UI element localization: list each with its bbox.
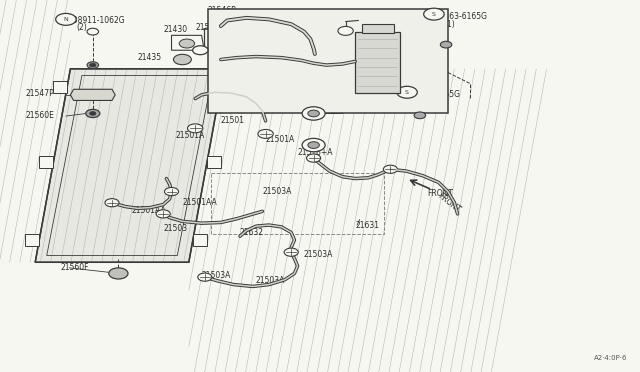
Circle shape: [193, 46, 208, 55]
Circle shape: [424, 8, 444, 20]
Circle shape: [188, 124, 203, 133]
Text: 21631: 21631: [355, 221, 380, 230]
Text: 21503A: 21503A: [304, 250, 333, 259]
Circle shape: [164, 187, 179, 196]
Text: 21518+B: 21518+B: [376, 61, 412, 70]
Circle shape: [105, 199, 119, 207]
Text: 21503A: 21503A: [262, 187, 292, 196]
Circle shape: [308, 142, 319, 148]
Circle shape: [338, 26, 353, 35]
Text: 21501AA: 21501AA: [182, 198, 217, 207]
Polygon shape: [221, 81, 235, 93]
Circle shape: [302, 107, 325, 120]
Circle shape: [414, 112, 426, 119]
Text: 21516: 21516: [355, 27, 380, 36]
Text: 21501E: 21501E: [304, 49, 333, 58]
Polygon shape: [53, 81, 67, 93]
Circle shape: [179, 39, 195, 48]
Text: 21435: 21435: [138, 53, 162, 62]
Circle shape: [440, 41, 452, 48]
Polygon shape: [25, 234, 39, 246]
Text: S: S: [405, 90, 409, 95]
Text: S: S: [432, 12, 436, 17]
Circle shape: [258, 129, 273, 138]
Circle shape: [90, 112, 96, 115]
Circle shape: [56, 13, 76, 25]
Circle shape: [307, 154, 321, 162]
Text: 21632: 21632: [240, 228, 264, 237]
Text: 21501A: 21501A: [176, 131, 205, 140]
Text: FRONT: FRONT: [428, 189, 454, 198]
Text: (1): (1): [416, 97, 427, 106]
Circle shape: [86, 109, 100, 118]
Circle shape: [156, 210, 170, 218]
Text: 21430: 21430: [163, 25, 188, 34]
Text: A2·4:0P·6: A2·4:0P·6: [594, 355, 627, 361]
Bar: [211, 173, 384, 234]
Text: 21560E: 21560E: [195, 23, 224, 32]
Text: 21501AA: 21501AA: [131, 206, 166, 215]
Text: N: N: [63, 17, 68, 22]
Circle shape: [198, 273, 212, 281]
Polygon shape: [172, 35, 204, 50]
Circle shape: [109, 268, 128, 279]
Circle shape: [87, 62, 99, 68]
Polygon shape: [207, 156, 221, 168]
Text: N08911-1062G: N08911-1062G: [67, 16, 125, 25]
Bar: [362, 24, 394, 33]
Polygon shape: [40, 156, 54, 168]
Text: S08363-6165G: S08363-6165G: [430, 12, 487, 21]
Text: (1): (1): [445, 20, 456, 29]
Circle shape: [383, 165, 397, 173]
Text: 21510: 21510: [253, 105, 277, 114]
Text: 21560F: 21560F: [61, 263, 90, 272]
Bar: [208, 9, 448, 113]
Text: S08363-6165G: S08363-6165G: [403, 90, 460, 99]
Text: 21501E: 21501E: [214, 57, 243, 66]
Circle shape: [87, 28, 99, 35]
Polygon shape: [70, 89, 115, 100]
Circle shape: [308, 110, 319, 117]
Text: FRONT: FRONT: [436, 192, 463, 215]
Text: 21546P: 21546P: [208, 6, 237, 15]
Text: (2): (2): [77, 23, 88, 32]
Bar: [355, 32, 400, 93]
Circle shape: [173, 54, 191, 65]
Text: 21518+A: 21518+A: [298, 148, 333, 157]
Circle shape: [90, 63, 96, 67]
Circle shape: [284, 248, 298, 256]
Circle shape: [397, 86, 417, 98]
Text: 21503: 21503: [163, 224, 188, 233]
Text: 21560E: 21560E: [26, 111, 54, 120]
Circle shape: [302, 138, 325, 152]
Polygon shape: [35, 69, 224, 262]
Text: 21515: 21515: [214, 14, 239, 23]
Text: 21547P: 21547P: [26, 89, 54, 97]
Polygon shape: [193, 234, 207, 246]
Text: 21501A: 21501A: [266, 135, 295, 144]
Text: 21503A: 21503A: [256, 276, 285, 285]
Text: 21503A: 21503A: [202, 271, 231, 280]
Text: 21501: 21501: [221, 116, 244, 125]
